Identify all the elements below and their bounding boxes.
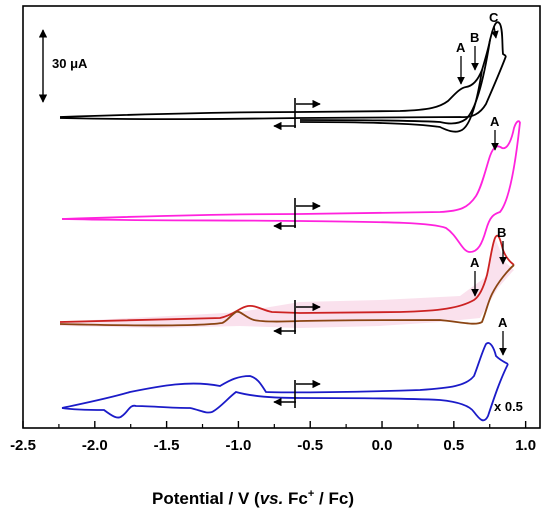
x-tick-label: 1.0 (515, 437, 536, 454)
red-trace-shading (60, 238, 514, 328)
x-tick-label: -2.5 (10, 437, 36, 454)
series-magenta (61, 120, 521, 253)
black-trace-return-3 (299, 69, 483, 133)
red-trace-return (59, 264, 515, 327)
series-red (59, 234, 515, 334)
magenta-trace-return (61, 121, 521, 253)
peak-label-red-A: A (470, 255, 480, 270)
peak-label-red-B: B (497, 225, 506, 240)
scale-bar-label: 30 μA (52, 56, 88, 71)
peak-markers: A B C A A B A (456, 10, 508, 356)
black-trace-return-2 (299, 39, 491, 125)
series-black (59, 21, 507, 133)
x-tick-label: 0.5 (443, 437, 464, 454)
peak-label-blue-A: A (498, 315, 508, 330)
scale-bar: 30 μA (38, 29, 88, 103)
x-axis-label-italic: vs. (260, 489, 284, 508)
x-axis-label: Potential / V (vs. Fc+ / Fc) (152, 488, 354, 508)
blue-trace-return (61, 363, 509, 422)
sweep-direction-arrows (273, 99, 321, 407)
peak-label-black-A: A (456, 40, 466, 55)
peak-label-black-C: C (489, 10, 499, 25)
black-trace-return-1 (59, 55, 507, 121)
peak-label-magenta-A: A (490, 114, 500, 129)
x-axis-label-fc: Fc (283, 489, 308, 508)
black-trace-forward (59, 21, 507, 118)
blue-trace-forward (61, 342, 509, 409)
x-tick-label: -0.5 (297, 437, 323, 454)
x-tick-label: 0.0 (372, 437, 393, 454)
red-trace-forward (59, 234, 515, 323)
x-tick-label: -1.5 (154, 437, 180, 454)
x-axis-label-main: Potential / V ( (152, 489, 260, 508)
x-axis-label-end: / Fc) (314, 489, 354, 508)
magenta-trace-forward (61, 120, 521, 220)
plot-frame (22, 5, 541, 429)
x-tick-label: -1.0 (225, 437, 251, 454)
series-blue (61, 342, 509, 422)
x-tick-label: -2.0 (82, 437, 108, 454)
blue-scale-note: x 0.5 (494, 399, 523, 414)
x-axis: -2.5 -2.0 -1.5 -1.0 -0.5 0.0 0.5 1.0 (10, 421, 536, 454)
x-axis-label-sup: + (308, 488, 314, 500)
peak-label-black-B: B (470, 30, 479, 45)
